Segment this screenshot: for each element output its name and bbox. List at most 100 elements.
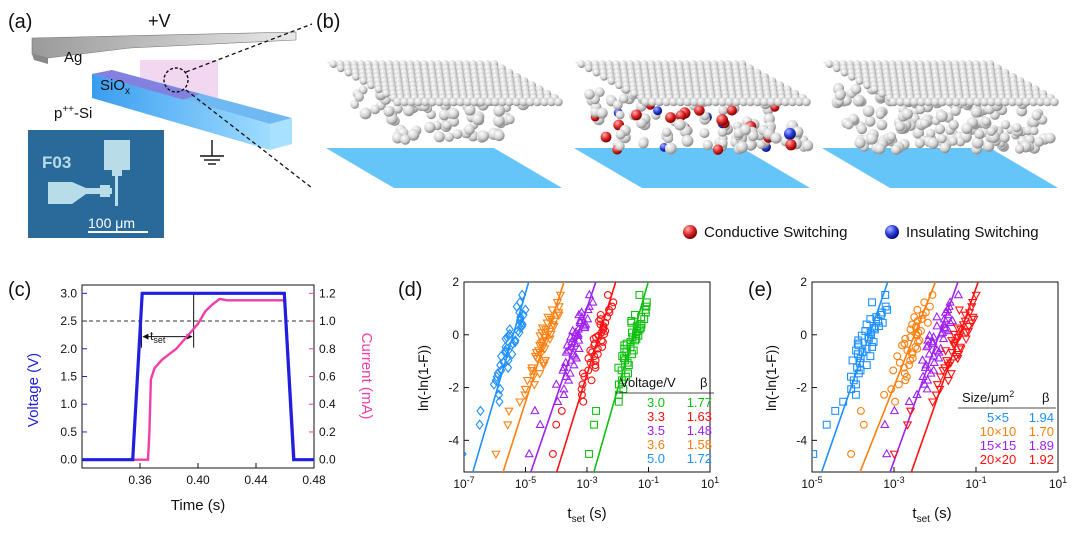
atom: [1044, 132, 1056, 144]
atom: [856, 124, 868, 135]
atom: [950, 105, 961, 117]
edge-atom: [889, 97, 898, 107]
edge-atom: [449, 97, 458, 107]
marker-triangle-up: [583, 313, 593, 323]
legend-name: 3.0: [647, 395, 665, 410]
atom: [718, 105, 728, 116]
edge-atom: [1008, 97, 1017, 107]
marker-triangle-down: [538, 361, 549, 371]
marker-triangle-down: [527, 364, 537, 373]
edge-atom: [676, 97, 685, 107]
marker-circle: [584, 366, 593, 375]
atom: [739, 124, 751, 136]
marker-square: [854, 341, 863, 350]
atom: [433, 131, 445, 143]
marker-triangle-up: [559, 389, 569, 399]
marker-square: [876, 310, 885, 319]
top-atom: [840, 68, 849, 77]
atomic-model-2: [574, 60, 814, 188]
atom: [452, 129, 463, 140]
current-series: [82, 297, 314, 461]
atom: [926, 128, 936, 139]
marker-square: [831, 406, 840, 415]
marker-diamond: [504, 355, 513, 366]
panel-a-label: (a): [8, 11, 32, 33]
marker-square: [614, 397, 623, 406]
marker-triangle-down: [548, 321, 558, 330]
edge-atom: [795, 97, 804, 107]
marker-circle: [915, 336, 924, 345]
atom: [1029, 126, 1039, 136]
top-atom: [607, 77, 616, 85]
atom: [596, 107, 608, 119]
xtick-label-c: 0.48: [302, 473, 326, 487]
atom: [915, 104, 926, 115]
substrate-shine: [822, 148, 1058, 188]
marker-triangle-up: [945, 297, 955, 306]
substrate-shine: [326, 148, 562, 188]
atom: [934, 124, 946, 135]
fit-line-5.0: [471, 282, 530, 472]
marker-triangle-down: [902, 421, 913, 430]
ytick-label-right: 0.6: [319, 370, 336, 384]
atom: [784, 127, 796, 140]
edge-atom: [477, 97, 486, 107]
marker-square: [866, 315, 875, 324]
marker-triangle-down: [503, 421, 513, 430]
marker-circle: [588, 348, 597, 357]
atom: [350, 100, 360, 109]
marker-triangle-up: [882, 448, 892, 458]
marker-circle: [593, 350, 602, 359]
atom: [636, 117, 647, 129]
marker-triangle-up: [939, 319, 949, 328]
marker-square: [856, 354, 865, 363]
legend-name: 5.0: [647, 451, 665, 466]
siox-layer: [92, 70, 200, 100]
atom: [638, 138, 649, 149]
ytick-label: 2: [452, 275, 459, 289]
marker-diamond: [492, 371, 501, 383]
marker-triangle-down: [946, 370, 956, 379]
marker-triangle-up: [569, 359, 579, 369]
panel-c-chart: (c) 0.36 0.40 0.44 0.48 0.0 0.5 1.0 1.5 2.0 2.5 3.…: [8, 279, 375, 514]
marker-triangle-up: [922, 383, 932, 393]
edge-atom: [910, 97, 919, 107]
panel-c-label: (c): [8, 279, 31, 301]
atom: [974, 129, 985, 139]
legend-beta: 1.92: [1029, 452, 1054, 467]
ytick-label-right: 0.8: [319, 342, 336, 356]
atom: [936, 110, 948, 123]
marker-triangle-up: [929, 357, 939, 366]
marker-square: [862, 344, 871, 353]
marker-circle: [912, 322, 921, 331]
edge-atom: [421, 97, 430, 107]
marker-circle: [889, 366, 898, 375]
legend-name: 3.6: [647, 437, 665, 452]
marker-square: [628, 328, 636, 337]
atom: [392, 103, 403, 114]
marker-triangle-up: [574, 309, 584, 319]
marker-circle: [609, 298, 618, 307]
marker-square: [635, 291, 644, 299]
top-atom: [336, 64, 345, 73]
marker-triangle-up: [912, 389, 922, 399]
marker-circle: [598, 338, 607, 346]
marker-triangle-down: [927, 398, 938, 407]
panel-d-chart: (d) 10-7 10-5 10-3 10-1 101 2 0 -2 -4 Voltage/V β 3…: [398, 275, 719, 525]
top-atom: [592, 68, 601, 77]
atom: [584, 89, 595, 100]
marker-circle: [898, 341, 906, 350]
marker-triangle-down: [541, 337, 551, 346]
fit-line-15×15: [889, 282, 959, 472]
atomic-model-3: [822, 60, 1059, 188]
marker-square: [630, 310, 639, 319]
edge-atom: [393, 97, 402, 107]
ag-label: Ag: [64, 49, 82, 66]
marker-circle: [887, 385, 896, 394]
xtick-label: 10-5: [801, 475, 822, 491]
atom: [971, 136, 984, 149]
marker-triangle-up: [939, 313, 949, 323]
top-atom: [855, 77, 864, 85]
atom: [955, 137, 966, 147]
edge-atom: [1050, 97, 1059, 107]
